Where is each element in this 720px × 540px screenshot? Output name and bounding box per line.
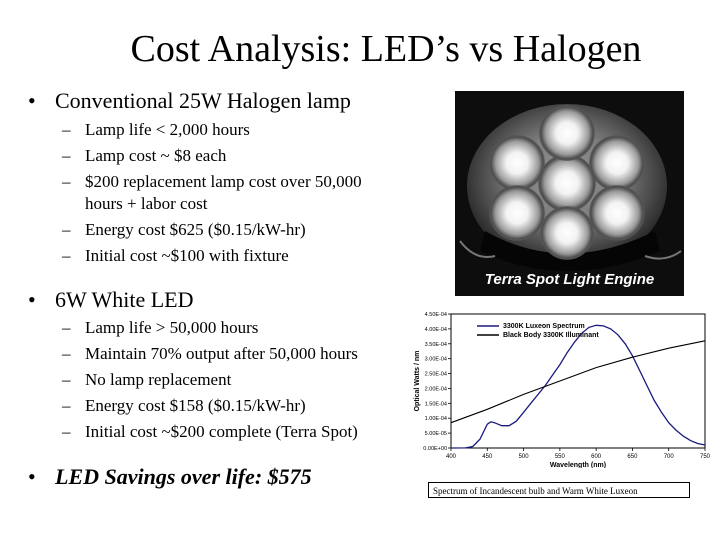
halogen-item-4: – Energy cost $625 ($0.15/kW-hr) xyxy=(62,220,306,239)
y-tick-label: 4.00E-04 xyxy=(425,327,447,333)
dash-marker: – xyxy=(62,422,71,441)
series-line-2 xyxy=(450,340,706,424)
dash-marker: – xyxy=(62,220,71,239)
halogen-item-1: – Lamp life < 2,000 hours xyxy=(62,120,250,139)
x-tick-label: 650 xyxy=(627,454,638,460)
y-tick-label: 1.00E-04 xyxy=(425,416,447,422)
x-tick-label: 750 xyxy=(700,454,711,460)
led-item-4: – Energy cost $158 ($0.15/kW-hr) xyxy=(62,396,306,415)
plot-area xyxy=(450,313,706,449)
y-tick-label: 3.00E-04 xyxy=(425,357,447,363)
dash-marker: – xyxy=(62,146,71,165)
bullet-marker: • xyxy=(28,464,36,489)
bullet-marker: • xyxy=(28,287,36,312)
led-item-1: – Lamp life > 50,000 hours xyxy=(62,318,259,337)
y-tick-label: 0.00E+00 xyxy=(423,446,447,452)
y-axis-label: Optical Watts / nm xyxy=(414,351,421,412)
x-axis-label: Wavelength (nm) xyxy=(550,462,606,468)
spectrum-chart-svg: 0.00E+00 5.00E-05 1.00E-04 1.50E-04 2.00E-04… xyxy=(414,312,711,469)
x-tick-label: 450 xyxy=(482,454,493,460)
halogen-item-3: – $200 replacement lamp cost over 50,000 xyxy=(62,172,362,191)
dash-marker: – xyxy=(62,396,71,415)
light-engine-photo: Terra Spot Light Engine xyxy=(455,91,684,296)
bullet-led: • 6W White LED xyxy=(28,287,194,313)
dash-marker: – xyxy=(62,120,71,139)
x-tick-label: 500 xyxy=(519,454,530,460)
dash-marker: – xyxy=(62,318,71,337)
y-tick-label: 5.00E-05 xyxy=(425,431,447,437)
led-item-2: – Maintain 70% output after 50,000 hours xyxy=(62,344,358,363)
slide-title: Cost Analysis: LED’s vs Halogen xyxy=(130,28,642,70)
dash-marker: – xyxy=(62,344,71,363)
series-line-1 xyxy=(450,324,706,449)
halogen-item-2: – Lamp cost ~ $8 each xyxy=(62,146,227,165)
bullet-led-label: 6W White LED xyxy=(55,287,194,312)
dash-marker: – xyxy=(62,246,71,265)
y-tick-label: 1.50E-04 xyxy=(425,401,447,407)
x-tick-label: 550 xyxy=(555,454,566,460)
bullet-halogen-label: Conventional 25W Halogen lamp xyxy=(55,88,351,113)
halogen-item-3-cont: hours + labor cost xyxy=(85,194,208,213)
bullet-savings: • LED Savings over life: $575 xyxy=(28,464,312,490)
spectrum-caption: Spectrum of Incandescent bulb and Warm W… xyxy=(428,482,690,498)
x-tick-label: 400 xyxy=(446,454,457,460)
y-tick-label: 3.50E-04 xyxy=(425,342,447,348)
legend-label-2: Black Body 3300K Illuminant xyxy=(503,332,599,339)
led-item-3: – No lamp replacement xyxy=(62,370,232,389)
photo-caption: Terra Spot Light Engine xyxy=(484,271,655,288)
halogen-item-5: – Initial cost ~$100 with fixture xyxy=(62,246,289,265)
spectrum-chart: 0.00E+00 5.00E-05 1.00E-04 1.50E-04 2.00E-04… xyxy=(413,308,713,469)
bullet-marker: • xyxy=(28,88,36,113)
y-tick-label: 2.00E-04 xyxy=(425,386,447,392)
x-tick-label: 700 xyxy=(664,454,675,460)
y-tick-label: 4.50E-04 xyxy=(425,312,447,318)
light-engine-image xyxy=(455,91,684,296)
legend-label-1: 3300K Luxeon Spectrum xyxy=(503,323,585,330)
x-tick-label: 600 xyxy=(591,454,602,460)
dash-marker: – xyxy=(62,370,71,389)
y-tick-label: 2.50E-04 xyxy=(425,372,447,378)
bullet-halogen: • Conventional 25W Halogen lamp xyxy=(28,88,351,114)
bullet-savings-label: LED Savings over life: $575 xyxy=(55,464,312,489)
led-item-5: – Initial cost ~$200 complete (Terra Spot… xyxy=(62,422,358,441)
dash-marker: – xyxy=(62,172,71,191)
